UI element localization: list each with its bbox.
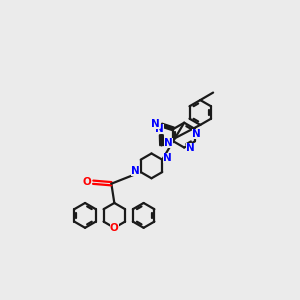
- Text: O: O: [110, 223, 119, 233]
- Text: N: N: [163, 153, 172, 163]
- Text: O: O: [83, 177, 92, 187]
- Text: N: N: [151, 118, 160, 129]
- Text: N: N: [131, 166, 140, 176]
- Text: N: N: [164, 138, 172, 148]
- Text: N: N: [192, 129, 201, 139]
- Text: N: N: [155, 124, 164, 134]
- Text: N: N: [186, 142, 195, 153]
